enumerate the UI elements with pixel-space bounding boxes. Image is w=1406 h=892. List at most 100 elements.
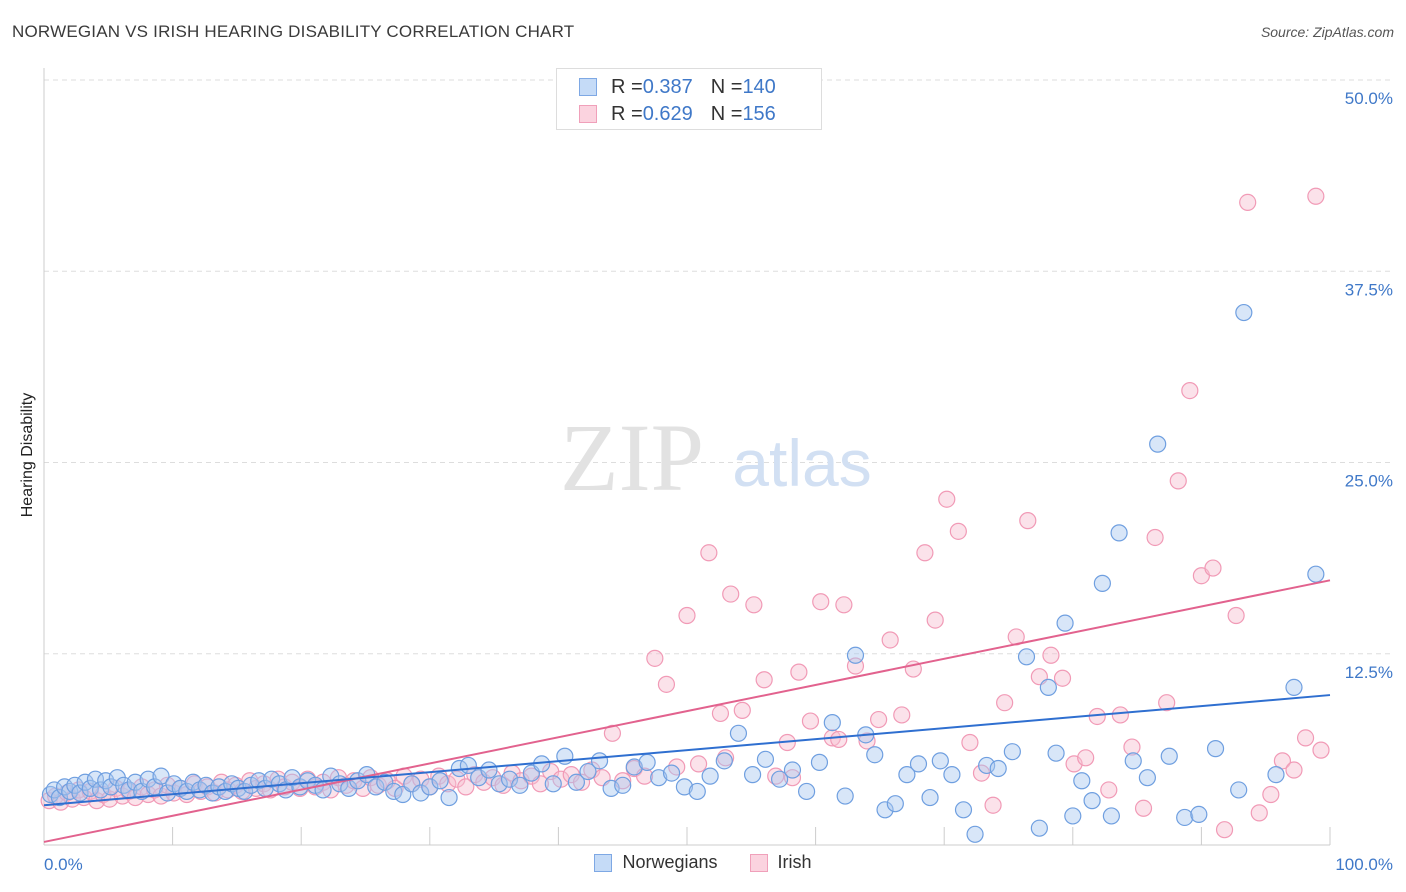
data-point xyxy=(614,776,632,794)
data-point xyxy=(1083,792,1101,810)
data-point xyxy=(984,796,1002,814)
data-point xyxy=(544,775,562,793)
data-point xyxy=(1102,807,1120,825)
data-point xyxy=(480,761,498,779)
y-tick-label: 37.5% xyxy=(1345,280,1393,299)
x-tick-label-min: 0.0% xyxy=(44,855,83,874)
legend-item-norwegians: Norwegians xyxy=(594,852,718,873)
data-point xyxy=(729,724,748,742)
watermark-atlas: atlas xyxy=(732,426,871,500)
y-tick-label: 50.0% xyxy=(1345,89,1393,108)
data-point xyxy=(440,788,458,807)
data-point xyxy=(102,778,120,796)
data-point xyxy=(1227,606,1245,625)
tick-labels: 12.5% 25.0% 37.5% 50.0% 0.0% 100.0% xyxy=(44,89,1393,874)
data-point xyxy=(1158,694,1176,712)
correlation-legend: R = 0.387 N = 140 R = 0.629 N = 156 xyxy=(556,68,822,130)
data-point xyxy=(590,752,609,770)
data-point xyxy=(1093,574,1111,592)
data-point xyxy=(755,671,773,689)
data-point xyxy=(938,490,956,508)
data-point xyxy=(1019,512,1037,530)
data-point xyxy=(1056,614,1074,632)
data-point xyxy=(1273,752,1292,770)
data-point xyxy=(511,776,529,794)
data-point xyxy=(898,766,916,784)
data-point xyxy=(1267,766,1285,784)
legend-label: Norwegians xyxy=(622,852,718,872)
data-point xyxy=(770,770,789,788)
data-point xyxy=(996,694,1014,712)
data-point xyxy=(966,825,984,843)
data-point xyxy=(921,788,939,807)
data-point xyxy=(700,544,718,562)
data-point xyxy=(812,593,830,611)
data-point xyxy=(1190,805,1208,824)
data-point xyxy=(490,775,508,793)
data-point xyxy=(743,766,762,784)
data-point xyxy=(1124,752,1142,770)
data-point xyxy=(662,764,681,782)
data-point xyxy=(1053,669,1072,687)
r-label: R = xyxy=(611,75,643,98)
data-point xyxy=(567,773,586,791)
grid-lines xyxy=(44,79,1392,655)
data-point xyxy=(830,730,848,749)
data-point xyxy=(801,712,820,730)
legend-label: Irish xyxy=(777,852,812,872)
r-value: 0.387 xyxy=(642,75,693,98)
data-point xyxy=(1160,747,1178,765)
data-point xyxy=(1285,761,1303,779)
data-point xyxy=(457,778,475,796)
data-point xyxy=(1230,781,1248,799)
data-point xyxy=(1296,729,1315,747)
watermark: ZIP atlas xyxy=(560,404,872,511)
r-value: 0.629 xyxy=(642,102,693,125)
source-label: Source: ZipAtlas.com xyxy=(1260,24,1394,40)
n-value: 156 xyxy=(742,102,776,125)
data-point xyxy=(1042,646,1060,664)
data-point xyxy=(1134,799,1153,817)
data-point xyxy=(931,752,949,770)
data-point xyxy=(989,759,1007,778)
data-point xyxy=(638,753,656,771)
data-point xyxy=(678,606,696,625)
data-point xyxy=(756,750,775,768)
data-point xyxy=(412,784,430,802)
data-point xyxy=(1073,772,1091,790)
data-point xyxy=(1312,741,1330,759)
data-point xyxy=(625,758,643,776)
data-point xyxy=(926,611,944,629)
data-point xyxy=(881,631,899,649)
data-point xyxy=(431,772,449,790)
y-tick-label: 12.5% xyxy=(1345,663,1393,682)
data-point xyxy=(1181,381,1199,400)
data-point xyxy=(126,773,144,791)
data-point xyxy=(367,778,385,796)
data-point xyxy=(650,769,668,787)
data-point xyxy=(1017,648,1036,666)
data-point xyxy=(1239,193,1257,211)
legend-item-irish: Irish xyxy=(749,852,812,873)
data-point xyxy=(1169,472,1187,490)
axes xyxy=(43,68,1331,846)
n-value: 140 xyxy=(742,75,776,98)
data-point xyxy=(1064,807,1082,825)
data-point xyxy=(745,596,763,614)
irish-swatch xyxy=(579,105,597,123)
data-point xyxy=(876,801,894,819)
data-point xyxy=(1030,819,1048,837)
norwegian-trend-line xyxy=(43,694,1331,807)
data-point xyxy=(1077,749,1095,767)
data-point xyxy=(376,773,394,791)
data-point xyxy=(870,710,888,729)
data-point xyxy=(1138,769,1156,787)
data-point xyxy=(733,701,751,719)
data-point xyxy=(421,778,439,796)
data-point xyxy=(572,773,591,791)
data-point xyxy=(916,544,934,562)
data-point xyxy=(961,733,979,752)
data-point xyxy=(50,788,69,807)
data-point xyxy=(790,663,808,681)
